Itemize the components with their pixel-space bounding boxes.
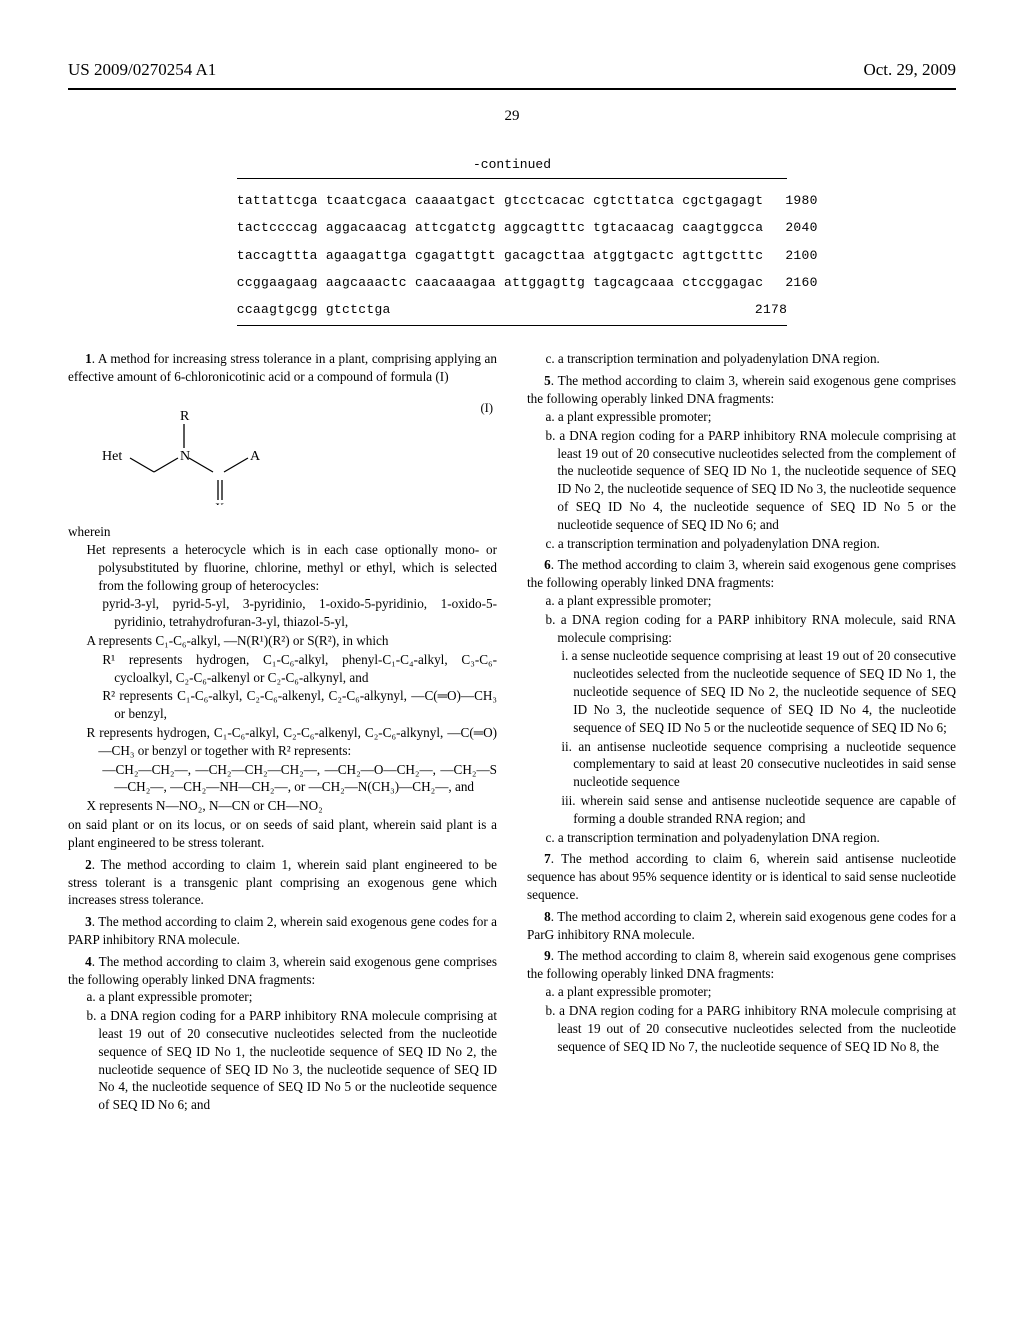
claim-1: 1. A method for increasing stress tolera…	[68, 350, 497, 386]
claim-1-tail: on said plant or on its locus, or on see…	[68, 816, 497, 852]
claim-6-item-b-ii: ii. an antisense nucleotide sequence com…	[561, 738, 956, 791]
claim-text: . The method according to claim 8, where…	[527, 948, 956, 981]
claim-6-item-a: a. a plant expressible promoter;	[545, 592, 956, 610]
claim-number: 7	[544, 851, 551, 866]
left-column: 1. A method for increasing stress tolera…	[68, 350, 497, 1115]
document-date: Oct. 29, 2009	[863, 60, 956, 80]
svg-text:X: X	[215, 500, 225, 505]
claim-3: 3. The method according to claim 2, wher…	[68, 913, 497, 949]
sequence-text: taccagttta agaagattga cgagattgtt gacagct…	[237, 242, 764, 269]
sequence-position: 2160	[785, 269, 817, 296]
sequence-text: ccaagtgcgg gtctctga	[237, 296, 391, 323]
sequence-row: tattattcga tcaatcgaca caaaatgact gtcctca…	[237, 187, 788, 214]
het-definition: Het represents a heterocycle which is in…	[86, 541, 497, 594]
claim-4-item-c: c. a transcription termination and polya…	[545, 350, 956, 368]
svg-text:R: R	[180, 409, 190, 424]
claim-number: 1	[85, 351, 92, 366]
chemical-formula: (I) Het N R A	[98, 400, 497, 505]
formula-label: (I)	[481, 400, 494, 417]
het-list: pyrid-3-yl, pyrid-5-yl, 3-pyridinio, 1-o…	[102, 595, 497, 631]
r2-definition: R² represents C₁-C₆-alkyl, C₂-C₆-alkenyl…	[102, 687, 497, 723]
sequence-row: ccaagtgcgg gtctctga 2178	[237, 296, 788, 323]
claim-4-item-a: a. a plant expressible promoter;	[86, 988, 497, 1006]
claim-6-item-b-iii: iii. wherein said sense and antisense nu…	[561, 792, 956, 828]
claim-number: 6	[544, 557, 551, 572]
svg-text:A: A	[250, 449, 261, 464]
claim-5-item-b: b. a DNA region coding for a PARP inhibi…	[545, 427, 956, 534]
claim-text: . The method according to claim 1, where…	[68, 857, 497, 908]
claim-4-item-b: b. a DNA region coding for a PARP inhibi…	[86, 1007, 497, 1114]
claim-number: 2	[85, 857, 92, 872]
claim-9: 9. The method according to claim 8, wher…	[527, 947, 956, 983]
claim-text: . The method according to claim 2, where…	[527, 909, 956, 942]
sequence-text: tactccccag aggacaacag attcgatctg aggcagt…	[237, 214, 764, 241]
claim-text: . The method according to claim 3, where…	[527, 373, 956, 406]
claim-number: 9	[544, 948, 551, 963]
page-header: US 2009/0270254 A1 Oct. 29, 2009	[68, 60, 956, 80]
r1-definition: R¹ represents hydrogen, C₁-C₆-alkyl, phe…	[102, 651, 497, 687]
claim-number: 5	[544, 373, 551, 388]
claim-2: 2. The method according to claim 1, wher…	[68, 856, 497, 909]
claim-number: 8	[544, 909, 551, 924]
sequence-text: ccggaagaag aagcaaactc caacaaagaa attggag…	[237, 269, 764, 296]
claim-8: 8. The method according to claim 2, wher…	[527, 908, 956, 944]
claim-6-item-c: c. a transcription termination and polya…	[545, 829, 956, 847]
claim-6-item-b: b. a DNA region coding for a PARP inhibi…	[545, 611, 956, 647]
header-rule	[68, 88, 956, 90]
sequence-rule-top	[237, 178, 788, 179]
sequence-text: tattattcga tcaatcgaca caaaatgact gtcctca…	[237, 187, 764, 214]
a-definition: A represents C₁-C₆-alkyl, —N(R¹)(R²) or …	[86, 632, 497, 650]
r-definition: R represents hydrogen, C₁-C₆-alkyl, C₂-C…	[86, 724, 497, 760]
svg-text:N: N	[180, 449, 190, 464]
sequence-continued-label: -continued	[237, 157, 788, 172]
wherein-label: wherein	[68, 523, 497, 541]
sequence-row: taccagttta agaagattga cgagattgtt gacagct…	[237, 242, 788, 269]
claim-5-item-c: c. a transcription termination and polya…	[545, 535, 956, 553]
sequence-row: tactccccag aggacaacag attcgatctg aggcagt…	[237, 214, 788, 241]
sequence-rule-bottom	[237, 325, 788, 326]
x-definition: X represents N—NO₂, N—CN or CH—NO₂	[86, 797, 497, 815]
claim-text: . A method for increasing stress toleran…	[68, 351, 497, 384]
claim-9-item-a: a. a plant expressible promoter;	[545, 983, 956, 1001]
claim-9-item-b: b. a DNA region coding for a PARG inhibi…	[545, 1002, 956, 1055]
formula-structure-svg: Het N R A X	[98, 400, 288, 505]
svg-text:Het: Het	[102, 449, 122, 464]
claim-6-item-b-i: i. a sense nucleotide sequence comprisin…	[561, 647, 956, 736]
claim-number: 4	[85, 954, 92, 969]
sequence-position: 2100	[785, 242, 817, 269]
sequence-position: 2178	[755, 296, 787, 323]
right-column: c. a transcription termination and polya…	[527, 350, 956, 1115]
document-id: US 2009/0270254 A1	[68, 60, 216, 80]
r-groups: —CH₂—CH₂—, —CH₂—CH₂—CH₂—, —CH₂—O—CH₂—, —…	[102, 761, 497, 797]
claim-4: 4. The method according to claim 3, wher…	[68, 953, 497, 989]
claim-number: 3	[85, 914, 92, 929]
sequence-listing: -continued tattattcga tcaatcgaca caaaatg…	[237, 157, 788, 326]
claim-text: . The method according to claim 2, where…	[68, 914, 497, 947]
claim-text: . The method according to claim 3, where…	[527, 557, 956, 590]
page-number: 29	[68, 108, 956, 125]
sequence-position: 2040	[785, 214, 817, 241]
claim-5: 5. The method according to claim 3, wher…	[527, 372, 956, 408]
sequence-row: ccggaagaag aagcaaactc caacaaagaa attggag…	[237, 269, 788, 296]
claim-5-item-a: a. a plant expressible promoter;	[545, 408, 956, 426]
claim-text: . The method according to claim 3, where…	[68, 954, 497, 987]
body-columns: 1. A method for increasing stress tolera…	[68, 350, 956, 1115]
sequence-position: 1980	[785, 187, 817, 214]
claim-6: 6. The method according to claim 3, wher…	[527, 556, 956, 592]
claim-text: . The method according to claim 6, where…	[527, 851, 956, 902]
claim-7: 7. The method according to claim 6, wher…	[527, 850, 956, 903]
